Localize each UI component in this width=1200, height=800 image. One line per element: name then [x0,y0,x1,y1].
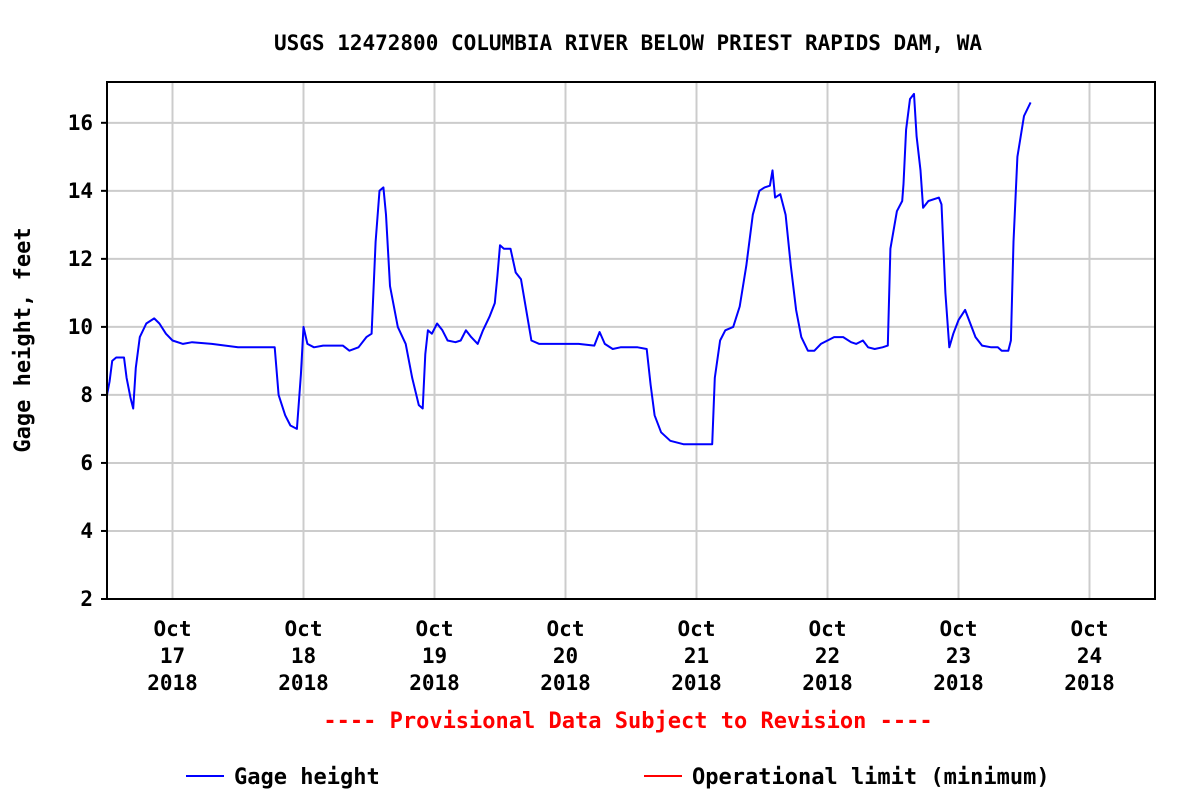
x-tick-label-1-0: Oct [285,617,323,641]
y-tick-label-6: 14 [68,179,93,203]
x-tick-label-2-2: 2018 [409,671,460,695]
legend-label-gage-height: Gage height [234,765,380,790]
x-tick-label-3-0: Oct [547,617,585,641]
y-tick-label-2: 6 [80,451,93,475]
x-tick-label-0-2: 2018 [147,671,198,695]
legend: Gage height Operational limit (minimum) [186,765,1050,790]
y-axis-ticks: 2 4 6 8 10 12 14 16 [68,111,107,611]
y-tick-label-4: 10 [68,315,93,339]
plot-frame [106,81,1156,600]
x-tick-label-7-1: 24 [1077,644,1102,668]
x-tick-label-6-0: Oct [940,617,978,641]
grid [107,82,1155,600]
x-tick-label-7-2: 2018 [1064,671,1115,695]
x-tick-label-2-1: 19 [422,644,447,668]
x-tick-label-3-2: 2018 [540,671,591,695]
x-tick-label-1-1: 18 [291,644,316,668]
x-tick-label-4-1: 21 [684,644,709,668]
y-axis-label: Gage height, feet [11,227,36,452]
y-tick-label-0: 2 [80,587,93,611]
series-layer [106,92,1155,600]
y-tick-label-3: 8 [80,383,93,407]
y-tick-label-1: 4 [80,519,93,543]
x-tick-label-5-0: Oct [809,617,847,641]
x-tick-label-6-2: 2018 [933,671,984,695]
x-tick-label-2-0: Oct [416,617,454,641]
y-tick-label-5: 12 [68,247,93,271]
x-tick-label-7-0: Oct [1071,617,1109,641]
x-tick-label-6-1: 23 [946,644,971,668]
legend-label-operational-limit: Operational limit (minimum) [692,765,1050,790]
chart-title: USGS 12472800 COLUMBIA RIVER BELOW PRIES… [274,31,982,55]
x-tick-label-1-2: 2018 [278,671,329,695]
x-tick-label-0-1: 17 [160,644,185,668]
x-tick-label-4-0: Oct [678,617,716,641]
x-tick-label-5-2: 2018 [802,671,853,695]
x-tick-label-5-1: 22 [815,644,840,668]
x-tick-label-4-2: 2018 [671,671,722,695]
x-tick-label-0-0: Oct [154,617,192,641]
x-tick-label-3-1: 20 [553,644,578,668]
series-line-gage-height [106,92,1032,446]
x-axis-ticks: Oct 17 2018 Oct 18 2018 Oct 19 2018 Oct 20 2018 Oct 2… [147,617,1115,695]
provisional-data-note: ---- Provisional Data Subject to Revisio… [323,709,932,734]
y-tick-label-7: 16 [68,111,93,135]
